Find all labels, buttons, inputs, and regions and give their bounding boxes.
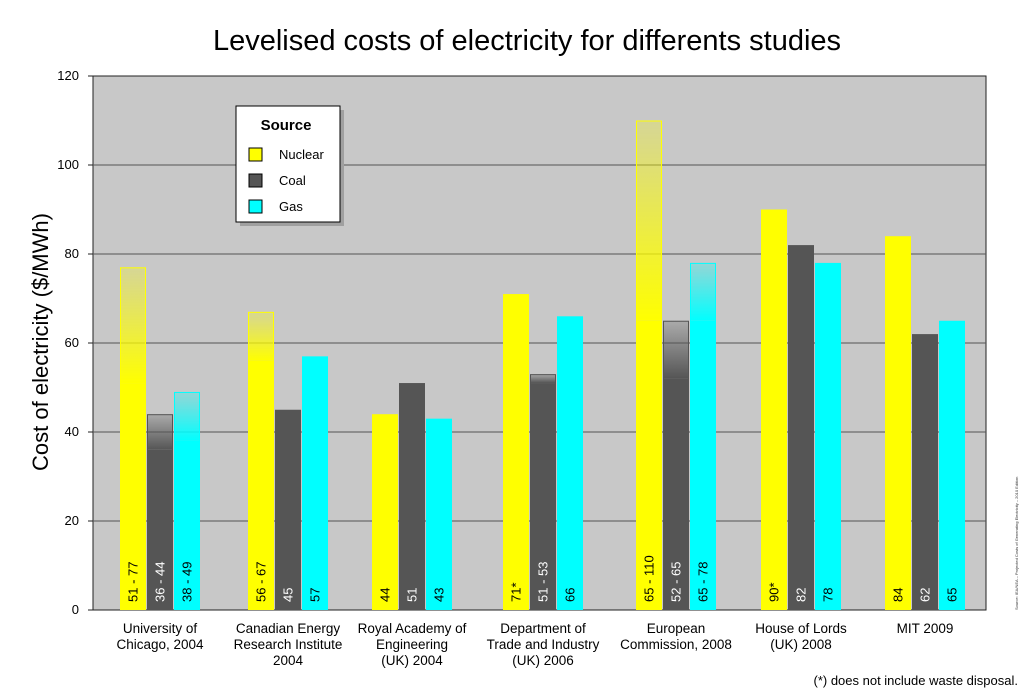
bar-gas (939, 320, 965, 610)
category-label: (UK) 2008 (770, 637, 832, 652)
legend: Source Nuclear Coal Gas (235, 105, 344, 226)
bar-value-label: 51 - 53 (536, 562, 551, 602)
y-tick-label: 60 (65, 335, 79, 350)
bar-value-label: 43 (432, 588, 447, 602)
bar-nuclear (372, 414, 398, 610)
bar-value-label: 66 (563, 588, 578, 602)
bar-range-outline (690, 262, 716, 610)
bar-range-coal (147, 414, 173, 450)
category-label: Trade and Industry (487, 637, 600, 652)
bar-gas (302, 356, 328, 610)
bar-nuclear (761, 209, 787, 610)
bar-value-label: 90* (767, 582, 782, 602)
bar-nuclear (248, 360, 274, 610)
legend-swatch-coal (248, 173, 263, 188)
bar-gas (815, 262, 841, 610)
y-tick-label: 0 (72, 602, 79, 617)
category-label: (UK) 2004 (381, 653, 443, 668)
bar-range-outline (174, 391, 200, 611)
legend-label-gas: Gas (279, 199, 303, 214)
legend-title: Source (261, 117, 312, 134)
bar-range-nuclear (120, 267, 146, 384)
bar-value-label: 51 (405, 588, 420, 602)
bar-value-labels: 51 - 77 56 - 67 44 71* 65 - 110 90* 84 36 - 44 4… (126, 555, 960, 602)
legend-swatch-nuclear (248, 147, 263, 162)
legend-swatch-gas (248, 199, 263, 214)
bar-value-label: 57 (308, 588, 323, 602)
bar-range-outline (248, 311, 274, 610)
bar-range-outline (663, 320, 689, 610)
bar-coal (663, 378, 689, 610)
bar-coal (912, 334, 938, 610)
y-tick-label: 120 (57, 68, 79, 83)
bar-value-label: 65 - 78 (696, 562, 711, 602)
category-label: Engineering (376, 637, 448, 652)
bar-value-label: 36 - 44 (153, 562, 168, 602)
y-axis-label: Cost of electricity ($/MWh) (28, 213, 53, 471)
bar-coal (530, 383, 556, 610)
bar-value-label: 82 (794, 588, 809, 602)
y-tick-label: 80 (65, 246, 79, 261)
bar-gas (426, 418, 452, 610)
bar-range-gas (174, 391, 200, 441)
bar-value-label: 65 (945, 588, 960, 602)
y-axis-ticks: 0 20 40 60 80 100 120 (57, 68, 93, 617)
bar-value-label: 65 - 110 (642, 555, 657, 602)
bar-range-coal (663, 320, 689, 379)
bar-coal (399, 383, 425, 610)
bar-value-label: 45 (281, 588, 296, 602)
y-tick-label: 100 (57, 157, 79, 172)
y-tick-label: 40 (65, 424, 79, 439)
category-label: Research Institute (234, 637, 343, 652)
bar-range-gas (690, 262, 716, 321)
category-label: Commission, 2008 (620, 637, 732, 652)
bar-coal (147, 449, 173, 610)
legend-label-nuclear: Nuclear (279, 147, 324, 162)
bar-value-label: 52 - 65 (669, 562, 684, 602)
bar-value-label: 62 (918, 588, 933, 602)
category-label: University of (123, 621, 198, 636)
bars (120, 120, 965, 611)
bar-range-nuclear (248, 311, 274, 361)
category-label: Canadian Energy (236, 621, 341, 636)
category-label: Royal Academy of (358, 621, 467, 636)
bar-gas (690, 320, 716, 610)
bar-range-outline (120, 267, 146, 610)
bar-value-label: 51 - 77 (126, 562, 141, 602)
bar-value-label: 56 - 67 (254, 562, 269, 602)
bar-value-label: 78 (821, 588, 836, 602)
source-note: Source: IEA/NEA – Projected Costs of Gen… (1014, 477, 1019, 610)
bar-value-label: 71* (509, 582, 524, 602)
bar-nuclear (636, 320, 662, 610)
bar-nuclear (503, 294, 529, 610)
bar-nuclear (120, 383, 146, 610)
bar-nuclear (885, 236, 911, 610)
y-tick-label: 20 (65, 513, 79, 528)
bar-gas (174, 440, 200, 610)
bar-value-label: 38 - 49 (180, 562, 195, 602)
bar-range-outline (147, 414, 173, 611)
category-label: (UK) 2006 (512, 653, 574, 668)
category-label: European (647, 621, 706, 636)
bar-gas (557, 316, 583, 610)
bar-value-label: 44 (378, 588, 393, 602)
bar-range-coal (530, 374, 556, 384)
chart-title: Levelised costs of electricity for diffe… (213, 25, 841, 57)
category-label: Chicago, 2004 (116, 637, 204, 652)
footnote: (*) does not include waste disposal. (813, 673, 1018, 688)
category-label: 2004 (273, 653, 304, 668)
bar-coal (275, 409, 301, 610)
category-label: House of Lords (755, 621, 847, 636)
category-label: Department of (500, 621, 586, 636)
category-label: MIT 2009 (897, 621, 954, 636)
bar-range-nuclear (636, 120, 662, 321)
bar-range-outline (636, 120, 662, 610)
bar-coal (788, 245, 814, 610)
bar-value-label: 84 (891, 588, 906, 602)
bar-range-outline (530, 374, 556, 610)
legend-label-coal: Coal (279, 173, 306, 188)
